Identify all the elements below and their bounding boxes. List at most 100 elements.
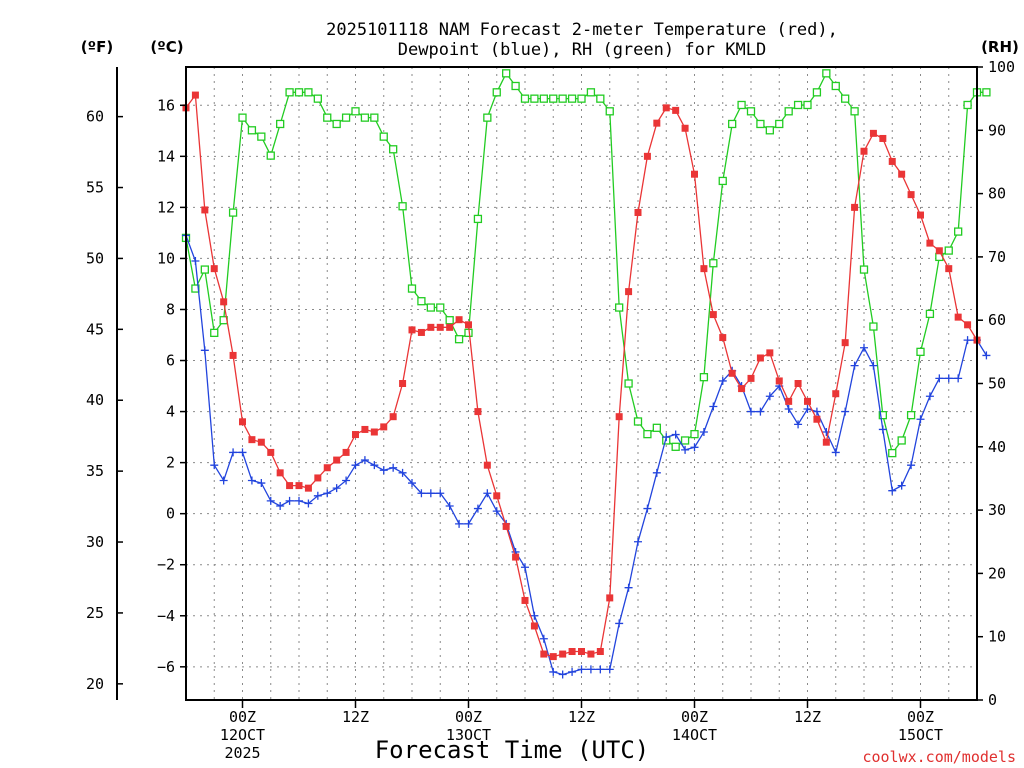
temperature-point [191, 91, 199, 99]
rh-point [389, 145, 398, 154]
fahrenheit-tick-label: 40 [86, 391, 104, 409]
rh-series [181, 69, 991, 458]
x-tick-label: 12OCT [220, 726, 265, 744]
dewpoint-point [398, 468, 407, 477]
rh-point [492, 88, 501, 97]
celsius-tick-label: 8 [166, 300, 175, 318]
rh-point [775, 119, 784, 129]
temperature-point [869, 129, 877, 137]
rh-point [841, 94, 850, 103]
celsius-tick-label: 16 [157, 96, 175, 114]
temperature-point [813, 415, 821, 423]
temperature-point [794, 380, 802, 387]
dewpoint-point [982, 351, 991, 360]
rh-point [737, 100, 746, 110]
temperature-point [766, 349, 774, 357]
dewpoint-point [539, 634, 548, 643]
dewpoint-point [426, 489, 435, 498]
temperature-point [860, 147, 868, 155]
rh-point [228, 208, 238, 217]
dewpoint-point [634, 537, 642, 546]
rh-point [850, 107, 859, 116]
chart-title-line-2: Dewpoint (blue), RH (green) for KMLD [398, 40, 766, 60]
celsius-tick-label: 12 [157, 198, 175, 216]
dewpoint-point [492, 507, 501, 516]
rh-point [859, 265, 869, 274]
fahrenheit-tick-label: 60 [86, 108, 104, 126]
dewpoint-point [812, 407, 821, 416]
dewpoint-point [549, 667, 558, 676]
x-tick-label: 00Z [229, 708, 256, 726]
dewpoint-point [200, 346, 209, 355]
fahrenheit-tick-label: 50 [86, 249, 104, 267]
temperature-point [446, 323, 454, 331]
dewpoint-point [699, 427, 708, 436]
temperature-point [201, 206, 209, 214]
celsius-tick-label: 6 [166, 352, 175, 370]
celsius-tick-label: −4 [157, 607, 175, 625]
rh-tick-label: 50 [988, 375, 1006, 393]
x-axis-label: Forecast Time (UTC) [375, 736, 650, 764]
credit-text: coolwx.com/models [862, 748, 1016, 766]
dewpoint-point [794, 420, 803, 429]
temperature-point [474, 408, 482, 416]
dewpoint-point [219, 476, 228, 485]
celsius-axis-unit: (ºC) [150, 38, 183, 56]
rh-point [454, 335, 464, 344]
temperature-point [888, 157, 896, 165]
dewpoint-point [615, 619, 624, 628]
rh-tick-label: 70 [988, 248, 1006, 266]
rh-point [699, 373, 709, 382]
rh-point [549, 94, 558, 103]
temperature-point [945, 265, 953, 273]
dewpoint-point [944, 374, 953, 383]
dewpoint-point [417, 489, 426, 498]
dewpoint-point [888, 486, 897, 495]
rh-point [916, 347, 925, 357]
rh-point [304, 88, 313, 97]
dewpoint-point [558, 670, 567, 679]
temperature-point [323, 464, 331, 472]
dewpoint-point [257, 479, 266, 488]
rh-point [247, 126, 257, 135]
dewpoint-point [784, 405, 793, 414]
dewpoint-point [483, 489, 492, 498]
rh-point [822, 69, 831, 78]
dewpoint-point [869, 361, 878, 370]
celsius-tick-label: −6 [157, 658, 175, 676]
rh-point [624, 379, 633, 388]
dewpoint-point [342, 476, 351, 485]
fahrenheit-tick-label: 35 [86, 462, 104, 480]
temperature-point [389, 413, 397, 421]
x-tick-label: 12Z [342, 708, 369, 726]
dewpoint-point [473, 504, 482, 513]
dewpoint-point [897, 481, 906, 490]
temperature-point [276, 469, 284, 477]
dewpoint-point [765, 392, 774, 401]
rh-tick-label: 80 [988, 185, 1006, 203]
temperature-point [822, 438, 830, 446]
dewpoint-series [182, 231, 991, 679]
temperature-point [964, 321, 972, 329]
rh-point [379, 132, 388, 141]
dewpoint-point [935, 374, 944, 383]
dewpoint-point [954, 374, 963, 383]
temperature-point [634, 208, 642, 216]
temperature-point [286, 482, 294, 490]
rh-point [812, 88, 822, 97]
rh-point [925, 309, 935, 319]
dewpoint-point [521, 563, 529, 572]
x-tick-label: 12Z [794, 708, 821, 726]
temperature-point [747, 374, 755, 382]
dewpoint-point [624, 583, 633, 592]
temperature-point [304, 484, 312, 492]
dewpoint-point [841, 407, 850, 416]
temperature-series [182, 91, 981, 661]
temperature-point [691, 170, 698, 178]
dewpoint-point [445, 502, 454, 511]
grid-lines [186, 67, 977, 700]
rh-point [963, 100, 972, 110]
rh-point [615, 303, 624, 312]
dewpoint-point [276, 502, 285, 511]
series-layer [181, 69, 991, 679]
